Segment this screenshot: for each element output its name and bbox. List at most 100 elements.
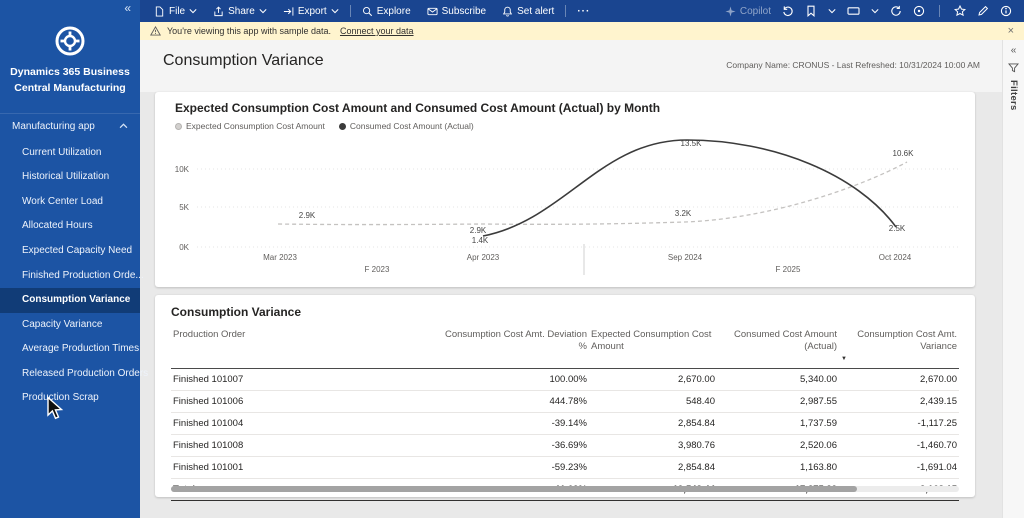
copilot-sparkle-icon xyxy=(725,6,736,17)
series-actual-line xyxy=(483,140,896,236)
sidebar-item-capacity-variance[interactable]: Capacity Variance xyxy=(0,313,140,338)
x-tick: Sep 2024 xyxy=(668,253,703,262)
line-chart[interactable]: 10K 5K 0K Mar 2023 Apr 2023 Sep 2024 Oct… xyxy=(155,132,975,284)
data-label: 3.2K xyxy=(675,209,692,218)
app-toolbar: File Share Export Explore Subscribe xyxy=(140,0,1024,22)
sidebar-section-label: Manufacturing app xyxy=(12,121,95,132)
report-canvas: Consumption Variance Company Name: CRONU… xyxy=(140,40,1024,518)
refresh-icon[interactable] xyxy=(890,5,902,17)
export-menu[interactable]: Export xyxy=(275,0,347,22)
app-logo xyxy=(53,24,87,58)
file-icon xyxy=(154,6,165,17)
table-header-row: Production Order Consumption Cost Amt. D… xyxy=(171,326,959,369)
view-mode-icon[interactable] xyxy=(847,5,860,17)
sidebar-collapse-icon[interactable]: « xyxy=(124,1,131,15)
filter-funnel-icon[interactable] xyxy=(1008,63,1019,73)
warning-icon xyxy=(150,26,161,36)
data-label: 2.9K xyxy=(299,211,316,220)
explore-button[interactable]: Explore xyxy=(354,0,419,22)
sample-data-banner: You're viewing this app with sample data… xyxy=(140,22,1024,40)
fiscal-group-label: F 2023 xyxy=(365,265,390,274)
x-tick: Oct 2024 xyxy=(879,253,912,262)
copilot-button[interactable]: Copilot xyxy=(725,6,771,17)
filters-expand-icon[interactable]: « xyxy=(1011,45,1017,56)
edit-pencil-icon[interactable] xyxy=(977,5,989,17)
consumption-variance-table: Production Order Consumption Cost Amt. D… xyxy=(171,326,959,501)
mouse-cursor xyxy=(46,396,66,422)
chart-title: Expected Consumption Cost Amount and Con… xyxy=(175,101,660,115)
sidebar-section-manufacturing-app[interactable]: Manufacturing app xyxy=(0,113,140,139)
table-row[interactable]: Finished 101006444.78% 548.402,987.55 2,… xyxy=(171,391,959,413)
app-title: Dynamics 365 Business Central Manufactur… xyxy=(0,64,140,97)
column-header-deviation-pct[interactable]: Consumption Cost Amt. Deviation % xyxy=(439,326,589,369)
sidebar-item-current-utilization[interactable]: Current Utilization xyxy=(0,141,140,166)
export-icon xyxy=(283,6,294,17)
sidebar-item-expected-capacity-need[interactable]: Expected Capacity Need xyxy=(0,239,140,264)
banner-close-icon[interactable]: × xyxy=(1008,25,1014,37)
chevron-down-icon xyxy=(259,8,267,14)
sidebar: « Dynamics 365 Business Central Manufact… xyxy=(0,0,140,518)
more-options-icon: ··· xyxy=(577,6,590,17)
column-header-variance[interactable]: Consumption Cost Amt. Variance ▼ xyxy=(839,326,959,369)
sidebar-item-finished-production-orders[interactable]: Finished Production Orde... xyxy=(0,264,140,289)
subscribe-icon xyxy=(427,6,438,17)
horizontal-scrollbar[interactable] xyxy=(171,486,959,492)
explore-icon xyxy=(362,6,373,17)
sort-descending-icon[interactable]: ▼ xyxy=(841,356,957,364)
more-options-button[interactable]: ··· xyxy=(569,0,598,22)
chart-card: Expected Consumption Cost Amount and Con… xyxy=(155,92,975,287)
sidebar-item-work-center-load[interactable]: Work Center Load xyxy=(0,190,140,215)
subscribe-button[interactable]: Subscribe xyxy=(419,0,494,22)
sidebar-item-production-scrap[interactable]: Production Scrap xyxy=(0,386,140,411)
share-icon xyxy=(213,6,224,17)
filters-pane-collapsed: « Filters xyxy=(1002,40,1024,518)
sidebar-item-average-production-times[interactable]: Average Production Times xyxy=(0,337,140,362)
favorite-star-icon[interactable] xyxy=(954,5,966,17)
banner-message: You're viewing this app with sample data… xyxy=(167,26,331,36)
column-header-consumed-cost[interactable]: Consumed Cost Amount (Actual) xyxy=(717,326,839,369)
file-menu[interactable]: File xyxy=(146,0,205,22)
table-row[interactable]: Finished 101001-59.23% 2,854.841,163.80 … xyxy=(171,457,959,479)
toolbar-divider xyxy=(939,5,940,17)
chart-legend: Expected Consumption Cost Amount Consume… xyxy=(175,121,474,131)
table-row[interactable]: Finished 101004-39.14% 2,854.841,737.59 … xyxy=(171,413,959,435)
data-label: 1.4K xyxy=(472,236,489,245)
reset-icon[interactable] xyxy=(782,5,794,17)
scrollbar-thumb[interactable] xyxy=(171,486,857,492)
table-row[interactable]: Finished 101008-36.69% 3,980.762,520.06 … xyxy=(171,435,959,457)
chevron-down-icon xyxy=(331,8,339,14)
x-tick: Mar 2023 xyxy=(263,253,297,262)
table-title: Consumption Variance xyxy=(171,305,301,319)
comment-icon[interactable] xyxy=(913,5,925,17)
bookmark-icon[interactable] xyxy=(805,5,817,17)
data-label: 2.9K xyxy=(470,226,487,235)
x-tick: Apr 2023 xyxy=(467,253,500,262)
column-header-expected-cost[interactable]: Expected Consumption Cost Amount xyxy=(589,326,717,369)
legend-item-expected[interactable]: Expected Consumption Cost Amount xyxy=(175,121,325,131)
data-label: 13.5K xyxy=(681,139,703,148)
chevron-down-icon[interactable] xyxy=(828,8,836,14)
sidebar-item-allocated-hours[interactable]: Allocated Hours xyxy=(0,214,140,239)
data-label: 10.6K xyxy=(893,149,915,158)
sidebar-item-released-production-orders[interactable]: Released Production Orders xyxy=(0,362,140,387)
y-tick: 0K xyxy=(179,243,189,252)
table-card: Consumption Variance Production Order Co… xyxy=(155,295,975,497)
sidebar-item-consumption-variance[interactable]: Consumption Variance xyxy=(0,288,140,313)
y-tick: 10K xyxy=(175,165,190,174)
company-refresh-meta: Company Name: CRONUS - Last Refreshed: 1… xyxy=(726,60,980,70)
chevron-up-icon xyxy=(119,123,128,129)
column-header-production-order[interactable]: Production Order xyxy=(171,326,439,369)
table-row[interactable]: Finished 101007100.00% 2,670.005,340.00 … xyxy=(171,369,959,391)
set-alert-button[interactable]: Set alert xyxy=(494,0,562,22)
filters-pane-label[interactable]: Filters xyxy=(1008,80,1019,111)
toolbar-divider xyxy=(565,5,566,17)
info-icon[interactable] xyxy=(1000,5,1012,17)
connect-your-data-link[interactable]: Connect your data xyxy=(340,26,414,36)
share-menu[interactable]: Share xyxy=(205,0,275,22)
chevron-down-icon[interactable] xyxy=(871,8,879,14)
sidebar-item-historical-utilization[interactable]: Historical Utilization xyxy=(0,165,140,190)
legend-marker-expected xyxy=(175,123,182,130)
legend-item-actual[interactable]: Consumed Cost Amount (Actual) xyxy=(339,121,474,131)
y-tick: 5K xyxy=(179,203,189,212)
set-alert-icon xyxy=(502,6,513,17)
